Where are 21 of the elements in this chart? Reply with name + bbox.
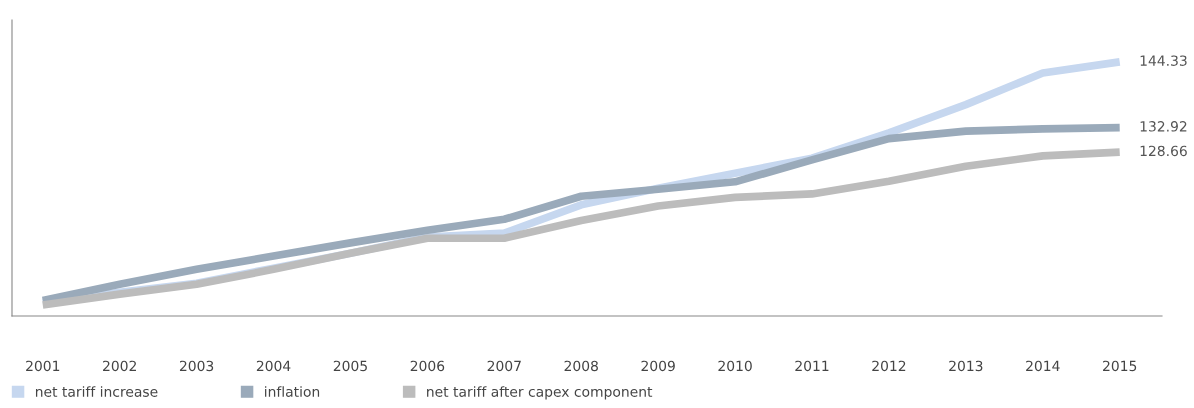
- x-tick-label: 2012: [872, 360, 906, 372]
- x-tick-label: 2007: [487, 360, 521, 372]
- legend-label: inflation: [265, 386, 320, 397]
- data-label: 128.66: [1140, 145, 1187, 157]
- x-tick-label: 2015: [1103, 360, 1137, 372]
- x-tick-label: 2011: [795, 360, 829, 372]
- data-label: 132.92: [1140, 121, 1187, 132]
- x-tick-label: 2004: [256, 360, 291, 372]
- data-label: 144.33: [1140, 55, 1187, 66]
- x-tick-label: 2008: [564, 360, 598, 372]
- x-tick-label: 2003: [179, 360, 214, 372]
- x-tick-label: 2013: [949, 360, 983, 372]
- legend-label: net tariff increase: [35, 386, 158, 397]
- x-tick-label: 2001: [26, 360, 60, 372]
- x-tick-label: 2009: [641, 360, 675, 372]
- x-tick-label: 2014: [1026, 360, 1060, 372]
- legend-label: net tariff after capex component: [427, 386, 653, 400]
- x-tick-label: 2002: [103, 360, 136, 372]
- x-tick-label: 2006: [410, 360, 445, 372]
- x-tick-label: 2005: [333, 360, 367, 372]
- x-tick-label: 2010: [718, 360, 752, 372]
